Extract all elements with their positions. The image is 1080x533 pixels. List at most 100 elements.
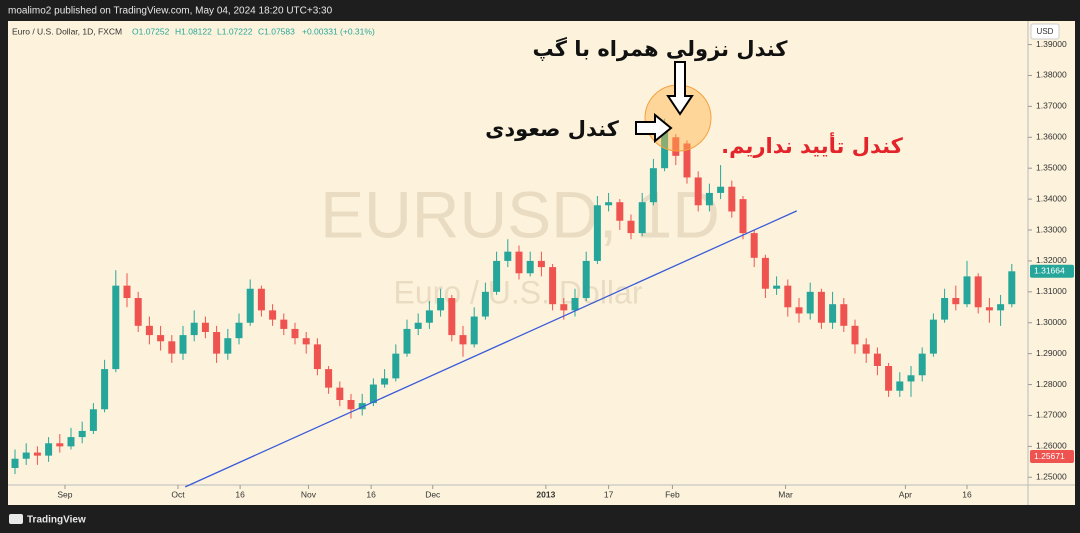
candle-body xyxy=(101,369,109,410)
currency-box[interactable] xyxy=(1030,23,1060,40)
y-tick-label: 1.34000 xyxy=(1036,193,1067,203)
candle-body xyxy=(952,298,960,305)
y-tick-label: 1.26000 xyxy=(1036,441,1067,451)
candle-body xyxy=(963,276,971,305)
y-tick-label: 1.31000 xyxy=(1036,286,1067,296)
candle-body xyxy=(381,378,389,385)
candle-body xyxy=(862,344,870,354)
price-tag xyxy=(1030,264,1074,278)
candle-body xyxy=(885,366,893,391)
candle-body xyxy=(728,186,736,212)
legend-symbol: Euro / U.S. Dollar, 1D, FXCM xyxy=(12,26,122,36)
x-tick-label: Feb xyxy=(665,489,680,499)
y-tick-label: 1.38000 xyxy=(1036,70,1067,80)
candle-body xyxy=(201,322,209,333)
candle-body xyxy=(974,276,982,308)
candle-body xyxy=(33,452,41,456)
currency[interactable]: USD xyxy=(1037,27,1054,36)
candle-body xyxy=(985,307,993,311)
candle-body xyxy=(515,251,523,274)
y-tick-label: 1.25000 xyxy=(1036,472,1067,482)
y-tick-label: 1.33000 xyxy=(1036,224,1067,234)
candle-body xyxy=(918,353,926,376)
watermark-desc: Euro / U.S. Dollar xyxy=(394,274,643,310)
logo xyxy=(9,514,23,524)
legend-open: O1.07252 xyxy=(132,26,170,36)
candle-body xyxy=(78,430,86,438)
candle-body xyxy=(493,260,501,292)
legend-low: L1.07222 xyxy=(217,26,253,36)
candle-body xyxy=(22,452,30,459)
candle-body xyxy=(649,168,657,203)
y-tick-label: 1.30000 xyxy=(1036,317,1067,327)
y-tick-label: 1.36000 xyxy=(1036,132,1067,142)
footer: TradingView xyxy=(9,514,86,526)
x-tick-label: 2013 xyxy=(536,489,555,499)
x-tick-label: Sep xyxy=(57,489,72,499)
candle-body xyxy=(795,307,803,314)
candle-body xyxy=(571,298,579,311)
candle-body xyxy=(638,202,646,234)
candle-body xyxy=(313,344,321,370)
candle-body xyxy=(929,319,937,354)
arrow-right xyxy=(635,112,673,144)
candle-body xyxy=(246,288,254,323)
x-tick-label: 17 xyxy=(604,489,614,499)
legend-high: H1.08122 xyxy=(175,26,212,36)
x-tick-label: Nov xyxy=(301,489,317,499)
candle-body xyxy=(941,298,949,320)
candle-body xyxy=(369,384,377,404)
candle-body xyxy=(336,387,344,401)
x-tick-label: Mar xyxy=(778,489,793,499)
plot: 1.25000 1.26000 1.27000 1.28000 1.29000 1.300… xyxy=(11,39,1074,499)
price-tag-label: 1.31664 xyxy=(1034,266,1065,276)
candle-body xyxy=(56,443,64,447)
candle-body xyxy=(582,260,590,299)
annotation: کندل نزولی همراه با گپ xyxy=(532,36,788,61)
candle-body xyxy=(325,369,333,388)
trendline xyxy=(184,210,798,488)
candle-body xyxy=(761,257,769,289)
x-tick-label: Oct xyxy=(171,489,185,499)
y-tick-label: 1.35000 xyxy=(1036,162,1067,172)
candle-body xyxy=(717,186,725,193)
candle-body xyxy=(392,353,400,379)
candle-body xyxy=(190,322,198,336)
publisher: moalimo2 published on TradingView.com, M… xyxy=(8,6,333,17)
x-tick-label: 16 xyxy=(962,489,972,499)
candle-body xyxy=(269,310,277,320)
price-tag-label: 1.25671 xyxy=(1034,451,1065,461)
candle-body xyxy=(459,335,467,345)
candle-body xyxy=(157,335,165,342)
candle-body xyxy=(549,267,557,305)
candle-body xyxy=(873,353,881,367)
candle-body xyxy=(1008,271,1016,305)
candle-body xyxy=(134,298,142,326)
y-tick-label: 1.28000 xyxy=(1036,379,1067,389)
candle-body xyxy=(45,443,53,456)
legend: Euro / U.S. Dollar, 1D, FXCM O1.07252 H1… xyxy=(12,26,375,36)
candle-body xyxy=(224,338,232,354)
candle-body xyxy=(750,233,758,258)
candle-body xyxy=(829,304,837,323)
candle-body xyxy=(257,288,265,311)
candle-body xyxy=(67,437,75,447)
candle-body xyxy=(683,143,691,178)
candle-body xyxy=(414,322,422,329)
candle-body xyxy=(425,310,433,323)
candle-body xyxy=(896,381,904,391)
candle-body xyxy=(123,285,131,299)
candle-body xyxy=(616,202,624,221)
annotation: کندل صعودی xyxy=(485,117,620,141)
y-tick-label: 1.32000 xyxy=(1036,255,1067,265)
x-tick-label: Apr xyxy=(899,489,912,499)
y-tick-label: 1.29000 xyxy=(1036,348,1067,358)
annotation: کندل تأیید نداریم. xyxy=(721,131,904,158)
candle-body xyxy=(168,341,176,354)
candle-body xyxy=(504,251,512,261)
price-tag xyxy=(1030,450,1074,464)
candle-body xyxy=(358,403,366,410)
watermark-ticker: EURUSD, 1D xyxy=(320,177,720,251)
candle-body xyxy=(806,291,814,314)
